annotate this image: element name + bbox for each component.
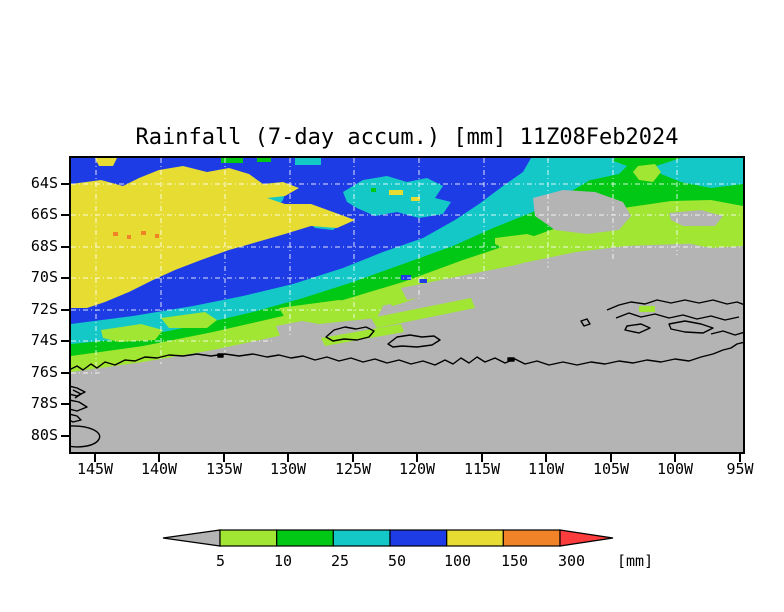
x-axis-label: 120W — [398, 460, 436, 478]
colorbar-segment-5-10 — [219, 529, 278, 547]
x-axis-tick — [416, 454, 418, 462]
x-axis-label: 105W — [592, 460, 630, 478]
y-axis-label: 64S — [30, 174, 58, 192]
y-axis-tick — [61, 246, 69, 248]
shading-150-300mm-specks — [113, 231, 159, 239]
colorbar-label: 50 — [388, 552, 406, 570]
x-axis-tick — [287, 454, 289, 462]
x-axis-label: 135W — [205, 460, 243, 478]
x-axis-label: 95W — [726, 460, 754, 478]
lightgreen-patches — [101, 164, 743, 346]
y-axis-label: 70S — [30, 268, 58, 286]
colorbar-segment-100-150 — [446, 529, 505, 547]
x-axis-tick — [739, 454, 741, 462]
y-axis-tick — [61, 277, 69, 279]
y-axis-label: 68S — [30, 237, 58, 255]
y-axis-label: 74S — [30, 331, 58, 349]
y-axis-label: 78S — [30, 394, 58, 412]
y-axis-tick — [61, 183, 69, 185]
x-axis-label: 145W — [76, 460, 114, 478]
x-axis-label: 125W — [334, 460, 372, 478]
x-axis-label: 115W — [463, 460, 501, 478]
rainfall-map — [71, 158, 743, 452]
y-axis-tick — [61, 372, 69, 374]
colorbar-segment-150-300 — [502, 529, 561, 547]
x-axis-label: 100W — [656, 460, 694, 478]
colorbar-label: 150 — [501, 552, 528, 570]
colorbar-arrow-below-5 — [162, 529, 221, 547]
cyan-patches-northeast — [543, 158, 743, 188]
x-axis-tick — [223, 454, 225, 462]
y-axis-tick — [61, 214, 69, 216]
x-axis-tick — [481, 454, 483, 462]
colorbar-unit-label: [mm] — [617, 552, 653, 570]
x-axis-tick — [94, 454, 96, 462]
y-axis-label: 66S — [30, 205, 58, 223]
small-flecks — [221, 158, 427, 283]
x-axis-label: 130W — [269, 460, 307, 478]
colorbar-label: 25 — [331, 552, 349, 570]
colorbar-label: 10 — [274, 552, 292, 570]
colorbar-segment-10-25 — [276, 529, 334, 547]
y-axis-label: 80S — [30, 426, 58, 444]
x-axis-tick — [674, 454, 676, 462]
y-axis-tick — [61, 340, 69, 342]
colorbar-label: 300 — [558, 552, 585, 570]
colorbar-label: 5 — [216, 552, 225, 570]
y-axis-tick — [61, 403, 69, 405]
x-axis-tick — [610, 454, 612, 462]
x-axis-label: 140W — [140, 460, 178, 478]
x-axis-label: 110W — [527, 460, 565, 478]
y-axis-label: 72S — [30, 300, 58, 318]
map-plot-area — [69, 156, 745, 454]
plot-title: Rainfall (7-day accum.) [mm] 11Z08Feb202… — [135, 125, 679, 150]
y-axis-tick — [61, 309, 69, 311]
colorbar-legend: 5 10 25 50 100 150 300 [mm] — [162, 529, 653, 570]
colorbar-segment-25-50 — [332, 529, 391, 547]
coastline — [71, 299, 743, 448]
x-axis-tick — [352, 454, 354, 462]
colorbar-label: 100 — [444, 552, 471, 570]
y-axis-label: 76S — [30, 363, 58, 381]
x-axis-tick — [158, 454, 160, 462]
shading-100-150mm — [71, 158, 420, 308]
y-axis-tick — [61, 435, 69, 437]
colorbar-arrow-above-300 — [559, 529, 614, 547]
x-axis-tick — [545, 454, 547, 462]
colorbar-segment-50-100 — [389, 529, 448, 547]
